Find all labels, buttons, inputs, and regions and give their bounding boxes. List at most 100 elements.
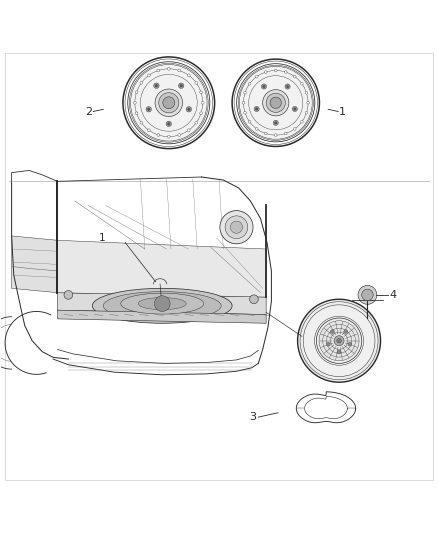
- Circle shape: [159, 93, 179, 113]
- Circle shape: [303, 305, 375, 377]
- Circle shape: [319, 321, 359, 361]
- Circle shape: [254, 107, 259, 111]
- Circle shape: [157, 69, 160, 72]
- Polygon shape: [57, 240, 266, 297]
- Circle shape: [248, 83, 251, 85]
- Circle shape: [225, 216, 248, 239]
- Circle shape: [270, 97, 282, 108]
- Circle shape: [330, 329, 334, 334]
- Circle shape: [135, 91, 138, 94]
- Circle shape: [286, 85, 289, 88]
- Circle shape: [244, 92, 246, 94]
- Circle shape: [155, 84, 158, 87]
- Circle shape: [300, 120, 303, 123]
- Circle shape: [187, 129, 190, 132]
- Circle shape: [201, 101, 204, 104]
- Polygon shape: [57, 293, 266, 314]
- Circle shape: [140, 82, 143, 84]
- Circle shape: [275, 69, 277, 72]
- Circle shape: [134, 101, 136, 104]
- Circle shape: [292, 107, 297, 111]
- Circle shape: [293, 108, 296, 110]
- Circle shape: [334, 336, 344, 346]
- Circle shape: [195, 82, 198, 84]
- Text: 4: 4: [389, 290, 396, 300]
- Circle shape: [265, 132, 267, 135]
- Circle shape: [273, 120, 279, 125]
- Circle shape: [180, 84, 183, 87]
- Circle shape: [305, 92, 308, 94]
- Circle shape: [186, 107, 191, 112]
- Circle shape: [300, 302, 378, 379]
- Circle shape: [178, 83, 184, 88]
- Circle shape: [255, 75, 258, 78]
- Circle shape: [275, 134, 277, 136]
- Circle shape: [64, 290, 73, 299]
- Ellipse shape: [121, 293, 204, 314]
- Circle shape: [337, 338, 341, 343]
- Circle shape: [265, 71, 267, 74]
- Circle shape: [200, 91, 202, 94]
- Polygon shape: [12, 236, 57, 293]
- Ellipse shape: [103, 292, 221, 320]
- Circle shape: [187, 74, 190, 77]
- Circle shape: [248, 120, 251, 123]
- Circle shape: [178, 69, 180, 72]
- Circle shape: [230, 221, 243, 233]
- Circle shape: [326, 342, 330, 346]
- Circle shape: [167, 68, 170, 70]
- Text: 1: 1: [99, 233, 106, 243]
- Text: 3: 3: [249, 412, 256, 422]
- Circle shape: [316, 318, 362, 364]
- Circle shape: [344, 329, 348, 334]
- Circle shape: [157, 134, 160, 136]
- Circle shape: [274, 122, 277, 124]
- Circle shape: [255, 127, 258, 130]
- Circle shape: [244, 111, 246, 114]
- Circle shape: [154, 296, 170, 311]
- Circle shape: [166, 121, 172, 127]
- Circle shape: [195, 122, 198, 124]
- Circle shape: [263, 90, 289, 116]
- Circle shape: [135, 112, 138, 115]
- Circle shape: [200, 112, 202, 115]
- Circle shape: [250, 295, 258, 304]
- Circle shape: [148, 129, 150, 132]
- Circle shape: [293, 127, 296, 130]
- Circle shape: [220, 211, 253, 244]
- Circle shape: [305, 111, 308, 114]
- Circle shape: [140, 122, 143, 124]
- Circle shape: [154, 83, 159, 88]
- Circle shape: [284, 71, 287, 74]
- Text: 1: 1: [339, 107, 346, 117]
- Circle shape: [146, 107, 152, 112]
- Circle shape: [242, 101, 245, 104]
- Circle shape: [167, 135, 170, 138]
- Circle shape: [239, 66, 312, 139]
- Circle shape: [307, 101, 309, 104]
- Ellipse shape: [138, 297, 186, 310]
- Circle shape: [255, 108, 258, 110]
- Circle shape: [167, 123, 170, 125]
- Ellipse shape: [92, 288, 232, 323]
- Circle shape: [147, 108, 150, 111]
- Circle shape: [358, 286, 377, 304]
- Circle shape: [262, 85, 265, 88]
- Circle shape: [266, 93, 286, 112]
- Circle shape: [337, 350, 341, 354]
- Circle shape: [284, 132, 287, 135]
- Circle shape: [148, 74, 150, 77]
- Circle shape: [131, 64, 207, 141]
- Circle shape: [163, 97, 175, 109]
- Circle shape: [362, 289, 373, 301]
- Polygon shape: [57, 310, 266, 323]
- Circle shape: [178, 134, 180, 136]
- Text: 2: 2: [85, 107, 92, 117]
- Circle shape: [285, 84, 290, 89]
- Circle shape: [314, 316, 364, 365]
- Circle shape: [187, 108, 191, 111]
- Circle shape: [348, 342, 352, 346]
- Circle shape: [261, 84, 267, 89]
- Circle shape: [300, 83, 303, 85]
- Circle shape: [297, 299, 381, 382]
